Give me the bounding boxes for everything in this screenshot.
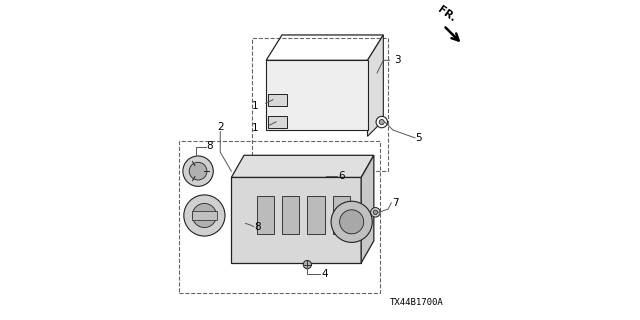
Polygon shape xyxy=(282,81,371,103)
Text: TX44B1700A: TX44B1700A xyxy=(390,298,444,307)
Bar xyxy=(268,116,287,128)
Circle shape xyxy=(376,116,387,128)
Text: 1: 1 xyxy=(252,124,259,133)
Text: 8: 8 xyxy=(206,141,212,151)
Polygon shape xyxy=(361,155,374,263)
Circle shape xyxy=(183,156,213,186)
Circle shape xyxy=(319,172,327,180)
Bar xyxy=(179,141,380,293)
Circle shape xyxy=(380,120,384,124)
Polygon shape xyxy=(367,35,383,136)
Bar xyxy=(252,38,388,171)
Text: 6: 6 xyxy=(339,171,345,181)
Circle shape xyxy=(184,195,225,236)
Circle shape xyxy=(373,210,378,214)
Text: 3: 3 xyxy=(394,55,401,65)
Circle shape xyxy=(331,201,372,243)
Text: 7: 7 xyxy=(392,198,399,208)
Text: 5: 5 xyxy=(415,133,422,143)
Text: 1: 1 xyxy=(252,101,259,111)
Polygon shape xyxy=(266,60,367,130)
Bar xyxy=(333,196,350,235)
Text: 4: 4 xyxy=(321,269,328,279)
Text: 8: 8 xyxy=(254,222,260,232)
Circle shape xyxy=(371,208,380,217)
Bar xyxy=(192,211,217,220)
Text: FR.: FR. xyxy=(436,4,457,24)
Text: 2: 2 xyxy=(217,122,223,132)
Circle shape xyxy=(193,204,216,228)
Polygon shape xyxy=(231,155,374,178)
Bar xyxy=(307,196,324,235)
Bar xyxy=(282,196,300,235)
Circle shape xyxy=(340,210,364,234)
Bar xyxy=(268,93,287,106)
Polygon shape xyxy=(231,178,361,263)
Circle shape xyxy=(189,162,207,180)
Circle shape xyxy=(303,260,312,269)
Bar xyxy=(257,196,274,235)
